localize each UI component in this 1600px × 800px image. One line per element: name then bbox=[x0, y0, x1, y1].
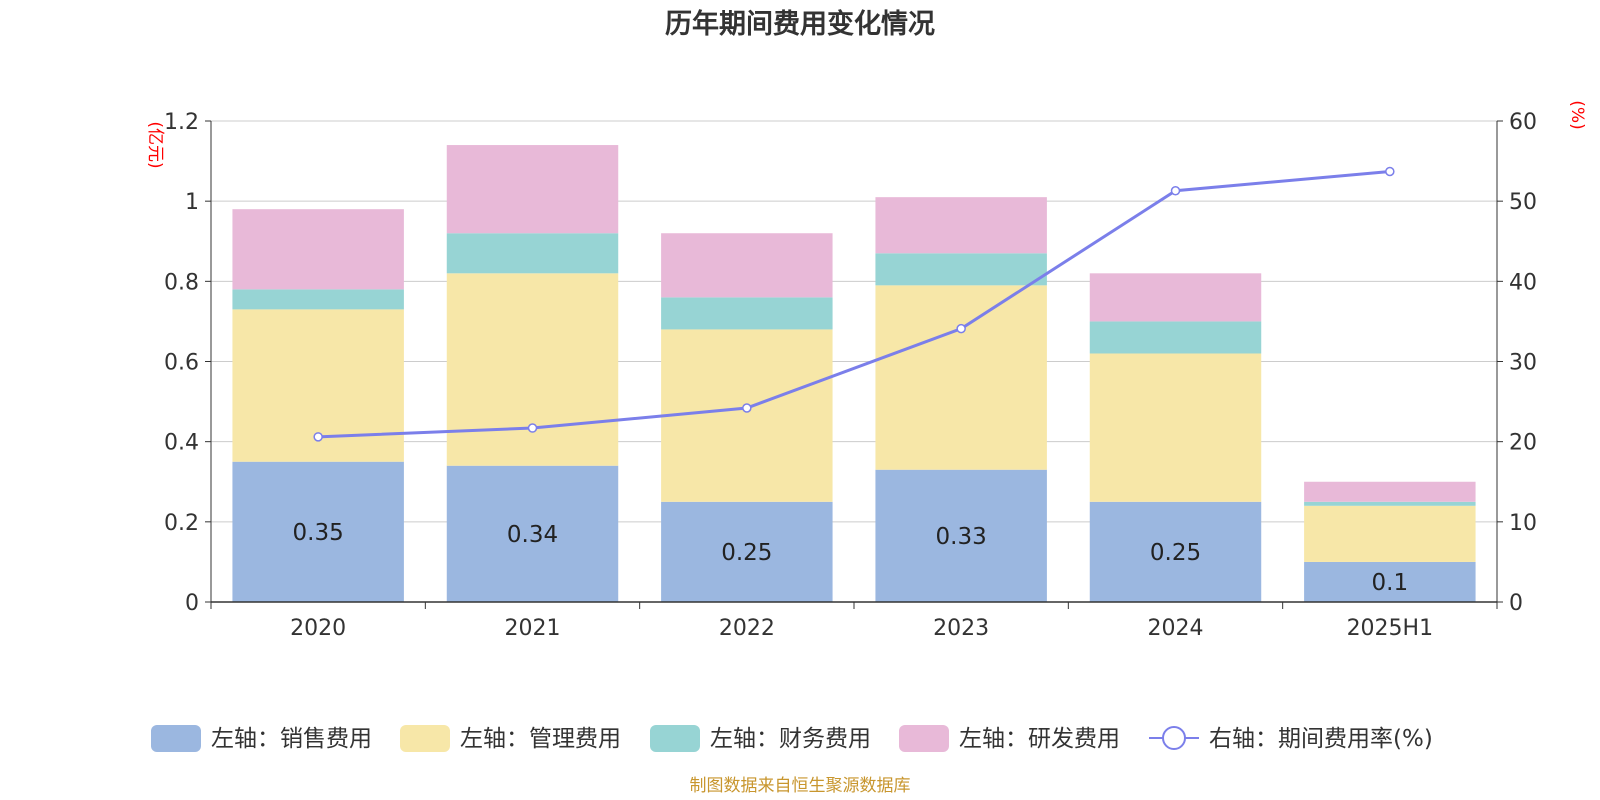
bar-data-label: 0.33 bbox=[936, 524, 987, 550]
line-point bbox=[1385, 166, 1395, 177]
legend-label: 左轴：财务费用 bbox=[710, 726, 871, 752]
x-tick-label: 2020 bbox=[290, 616, 346, 641]
line-point bbox=[1170, 185, 1181, 196]
left-tick-label: 0.2 bbox=[164, 511, 199, 536]
legend-label: 右轴：期间费用率(%) bbox=[1209, 726, 1433, 752]
legend-marker bbox=[1162, 726, 1186, 750]
bar-segment bbox=[661, 297, 833, 330]
line-point bbox=[742, 403, 752, 413]
left-tick-label: 1.2 bbox=[164, 110, 199, 135]
bar-segment bbox=[232, 461, 404, 602]
right-tick-label: 20 bbox=[1509, 431, 1537, 456]
bar-segment bbox=[875, 285, 1047, 470]
bar-segment bbox=[661, 329, 833, 502]
legend-label: 左轴：管理费用 bbox=[460, 726, 621, 752]
stacked-bars: 0.35 0.34 0.25 0.33 0.25 0.1 bbox=[232, 145, 1476, 602]
bar-segment bbox=[446, 273, 619, 466]
line-point bbox=[313, 432, 323, 442]
left-tick-label: 0.4 bbox=[164, 431, 199, 456]
bar-segment bbox=[1304, 505, 1476, 562]
legend-swatch bbox=[151, 725, 201, 752]
bar-segment bbox=[446, 465, 619, 602]
bar-segment bbox=[232, 289, 404, 310]
bar-segment bbox=[446, 233, 619, 274]
x-tick-label: 2021 bbox=[505, 616, 561, 641]
line-point bbox=[527, 423, 538, 433]
right-tick-label: 60 bbox=[1509, 110, 1537, 135]
bar-segment bbox=[1089, 321, 1262, 354]
chart-title: 历年期间费用变化情况 bbox=[665, 8, 935, 40]
bar-data-label: 0.34 bbox=[507, 522, 558, 548]
legend: 左轴：销售费用 左轴：管理费用 左轴：财务费用 左轴：研发费用 右轴：期间费用率(%) bbox=[151, 725, 1433, 752]
bar-segment bbox=[1304, 481, 1476, 502]
bar-segment bbox=[661, 233, 833, 298]
x-tick-label: 2025H1 bbox=[1347, 616, 1434, 641]
left-tick-label: 0.6 bbox=[164, 351, 199, 376]
left-tick-label: 0.8 bbox=[164, 270, 199, 295]
bar-segment bbox=[446, 145, 619, 234]
bar-segment bbox=[1304, 501, 1476, 506]
right-tick-label: 40 bbox=[1509, 270, 1537, 295]
left-tick-label: 1 bbox=[185, 190, 199, 215]
bar-segment bbox=[661, 501, 833, 602]
bar-data-label: 0.1 bbox=[1372, 570, 1409, 596]
line-point bbox=[956, 323, 966, 334]
source-note: 制图数据来自恒生聚源数据库 bbox=[690, 776, 911, 796]
x-tick-label: 2022 bbox=[719, 616, 775, 641]
bar-data-label: 0.25 bbox=[721, 540, 772, 566]
right-tick-label: 30 bbox=[1509, 351, 1537, 376]
bar-segment bbox=[875, 253, 1047, 286]
grid-lines bbox=[211, 120, 1497, 523]
bar-segment bbox=[1089, 353, 1262, 502]
x-tick-label: 2024 bbox=[1148, 616, 1204, 641]
bar-segment bbox=[875, 469, 1047, 602]
right-tick-label: 10 bbox=[1509, 511, 1537, 536]
legend-swatch bbox=[400, 725, 450, 752]
bar-segment bbox=[232, 209, 404, 290]
legend-swatch bbox=[650, 725, 700, 752]
legend-swatch bbox=[899, 725, 949, 752]
right-tick-label: 50 bbox=[1509, 190, 1537, 215]
bar-segment bbox=[1089, 273, 1262, 322]
x-tick-label: 2023 bbox=[933, 616, 989, 641]
bar-segment bbox=[1089, 501, 1262, 602]
bar-segment bbox=[1304, 561, 1476, 602]
bar-data-label: 0.25 bbox=[1150, 540, 1201, 566]
bar-data-label: 0.35 bbox=[293, 520, 344, 546]
left-tick-label: 0 bbox=[185, 591, 199, 616]
axes: 0 0.2 0.4 0.6 0.8 1 1.2 0 10 20 30 40 50 60 2020 2021 20… bbox=[164, 110, 1537, 641]
legend-label: 左轴：研发费用 bbox=[959, 726, 1120, 752]
right-axis-unit: (%) bbox=[1567, 100, 1587, 129]
bar-segment bbox=[875, 197, 1047, 254]
right-tick-label: 0 bbox=[1509, 591, 1523, 616]
expense-rate-line bbox=[313, 166, 1395, 442]
legend-label: 左轴：销售费用 bbox=[211, 726, 372, 752]
left-axis-unit: (亿元) bbox=[145, 121, 165, 168]
line-series bbox=[318, 170, 1390, 439]
